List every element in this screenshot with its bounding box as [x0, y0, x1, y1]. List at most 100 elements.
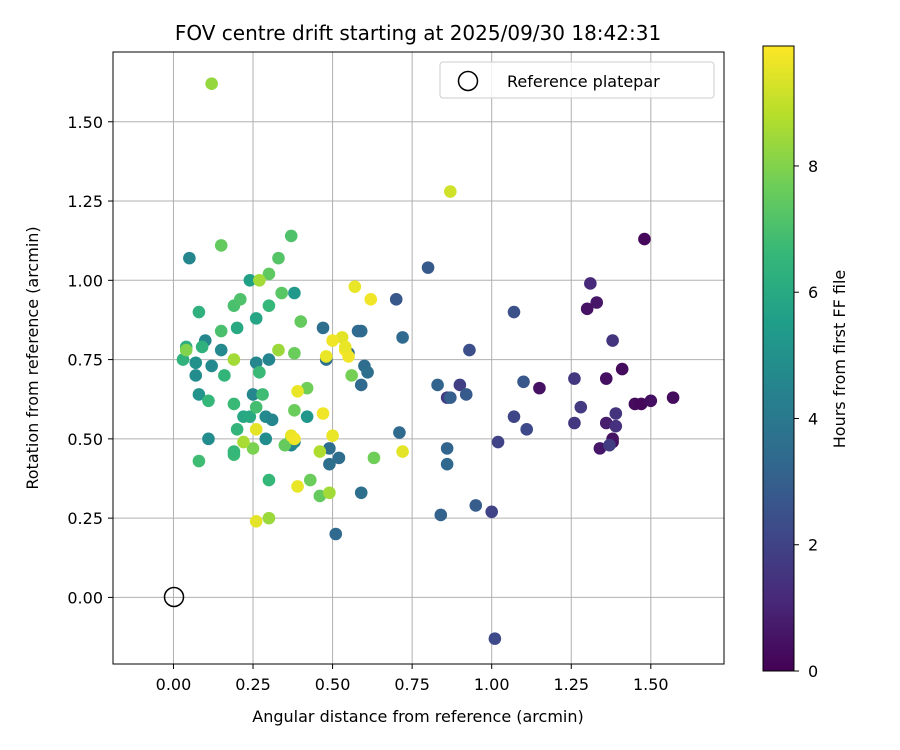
data-point-17	[568, 416, 581, 430]
data-point-79	[243, 410, 257, 423]
data-point-130	[342, 350, 355, 363]
data-point-100	[272, 251, 285, 265]
data-point-140	[249, 515, 263, 528]
chart-title: FOV centre drift starting at 2025/09/30 …	[175, 21, 661, 45]
data-point-81	[176, 353, 190, 366]
data-point-56	[183, 251, 196, 265]
data-point-69	[259, 432, 273, 446]
data-point-45	[316, 321, 330, 335]
data-point-54	[323, 457, 336, 471]
data-point-126	[335, 331, 349, 344]
data-point-26	[491, 435, 505, 449]
legend-box	[439, 61, 715, 99]
data-point-89	[227, 445, 241, 458]
data-point-113	[179, 343, 193, 357]
data-point-98	[214, 324, 228, 338]
data-point-27	[463, 343, 476, 357]
data-point-35	[396, 331, 409, 344]
data-point-112	[214, 239, 228, 252]
data-point-105	[300, 381, 314, 395]
data-point-132	[291, 384, 304, 398]
data-point-28	[453, 378, 467, 392]
data-point-57	[189, 369, 203, 382]
data-point-58	[189, 356, 203, 370]
y-axis-label: Rotation from reference (arcmin)	[23, 226, 42, 489]
data-point-118	[227, 353, 241, 366]
data-point-94	[253, 365, 266, 379]
data-point-104	[288, 346, 301, 360]
x-tick-label-0: 0.00	[156, 675, 192, 694]
data-point-99	[284, 229, 298, 243]
data-point-102	[262, 267, 276, 281]
data-point-1	[580, 302, 594, 316]
data-point-50	[354, 378, 368, 392]
colorbar-label: Hours from first FF file	[830, 270, 849, 449]
data-point-120	[262, 511, 276, 525]
data-point-6	[615, 362, 629, 376]
data-point-86	[227, 397, 241, 411]
data-point-3	[584, 277, 597, 290]
data-point-75	[243, 274, 257, 287]
colorbar	[762, 45, 795, 672]
data-point-103	[294, 315, 308, 328]
colorbar-tick-label-3: 6	[808, 283, 818, 302]
data-point-80	[192, 305, 206, 319]
y-axis-ticks: 0.00 0.25 0.50 0.75 1.00 1.25 1.50	[67, 113, 113, 607]
plot-frame	[112, 51, 725, 665]
data-point-115	[205, 77, 218, 91]
data-point-7	[533, 381, 546, 395]
data-point-59	[205, 359, 218, 373]
colorbar-tick-label-0: 0	[808, 662, 818, 681]
data-point-92	[249, 400, 263, 414]
data-point-107	[278, 438, 292, 452]
data-point-116	[253, 274, 266, 287]
data-point-119	[237, 435, 250, 449]
y-tick-label-5: 1.25	[67, 192, 103, 211]
data-point-121	[313, 445, 327, 458]
data-point-25	[520, 423, 533, 436]
data-point-37	[440, 442, 454, 455]
colorbar-tick-label-2: 4	[808, 409, 818, 428]
data-point-87	[230, 423, 244, 436]
data-point-5	[599, 372, 613, 385]
data-point-16	[609, 419, 623, 433]
colorbar-tick-label-4: 8	[808, 157, 818, 176]
data-point-124	[348, 280, 362, 293]
data-point-23	[517, 375, 530, 389]
data-point-39	[434, 508, 448, 522]
x-tick-label-3: 0.75	[394, 675, 430, 694]
colorbar-ticks: 0 2 4 6 8	[794, 157, 818, 681]
data-point-40	[469, 499, 483, 512]
data-point-63	[202, 432, 215, 446]
data-point-93	[256, 388, 269, 401]
data-point-90	[192, 454, 206, 468]
x-tick-label-5: 1.25	[553, 675, 589, 694]
data-point-84	[218, 369, 231, 382]
reference-platepar-marker	[163, 586, 185, 608]
data-point-133	[316, 407, 330, 420]
data-point-41	[485, 505, 498, 519]
data-point-139	[291, 480, 304, 493]
data-point-131	[339, 340, 352, 354]
data-point-122	[323, 486, 336, 500]
data-point-9	[574, 400, 588, 414]
data-point-8	[568, 372, 581, 385]
data-point-138	[396, 445, 409, 458]
data-point-136	[288, 432, 301, 446]
data-point-117	[272, 343, 285, 357]
data-point-76	[249, 312, 263, 325]
data-point-125	[364, 293, 378, 306]
data-point-61	[214, 343, 228, 357]
data-point-127	[319, 350, 333, 363]
data-point-110	[345, 369, 358, 382]
y-tick-label-2: 0.50	[67, 430, 103, 449]
data-point-34	[389, 293, 403, 306]
x-tick-label-1: 0.25	[235, 675, 271, 694]
legend-label: Reference platepar	[507, 72, 660, 91]
data-point-128	[326, 334, 339, 347]
data-point-68	[265, 413, 279, 427]
data-point-22	[507, 305, 521, 319]
legend: Reference platepar	[439, 61, 715, 99]
y-tick-label-1: 0.25	[67, 509, 103, 528]
